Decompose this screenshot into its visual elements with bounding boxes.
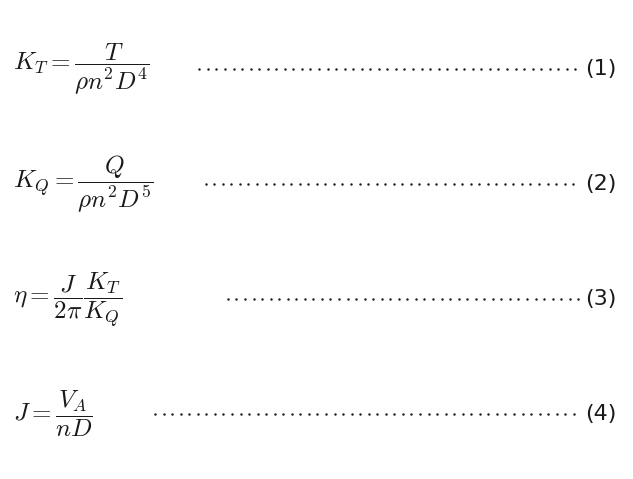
Text: (4): (4) xyxy=(586,404,617,424)
Text: $K_{Q} = \dfrac{Q}{\rho n^{2} D^{5}}$: $K_{Q} = \dfrac{Q}{\rho n^{2} D^{5}}$ xyxy=(13,154,153,215)
Text: (2): (2) xyxy=(586,174,617,194)
Text: (1): (1) xyxy=(586,59,617,80)
Text: $\eta = \dfrac{J}{2\pi} \dfrac{K_{T}}{K_{Q}}$: $\eta = \dfrac{J}{2\pi} \dfrac{K_{T}}{K_… xyxy=(13,270,122,329)
Text: (3): (3) xyxy=(586,289,617,309)
Text: $K_{T} = \dfrac{T}{\rho n^{2} D^{4}}$: $K_{T} = \dfrac{T}{\rho n^{2} D^{4}}$ xyxy=(13,42,149,97)
Text: $J = \dfrac{V_{A}}{nD}$: $J = \dfrac{V_{A}}{nD}$ xyxy=(13,389,92,439)
